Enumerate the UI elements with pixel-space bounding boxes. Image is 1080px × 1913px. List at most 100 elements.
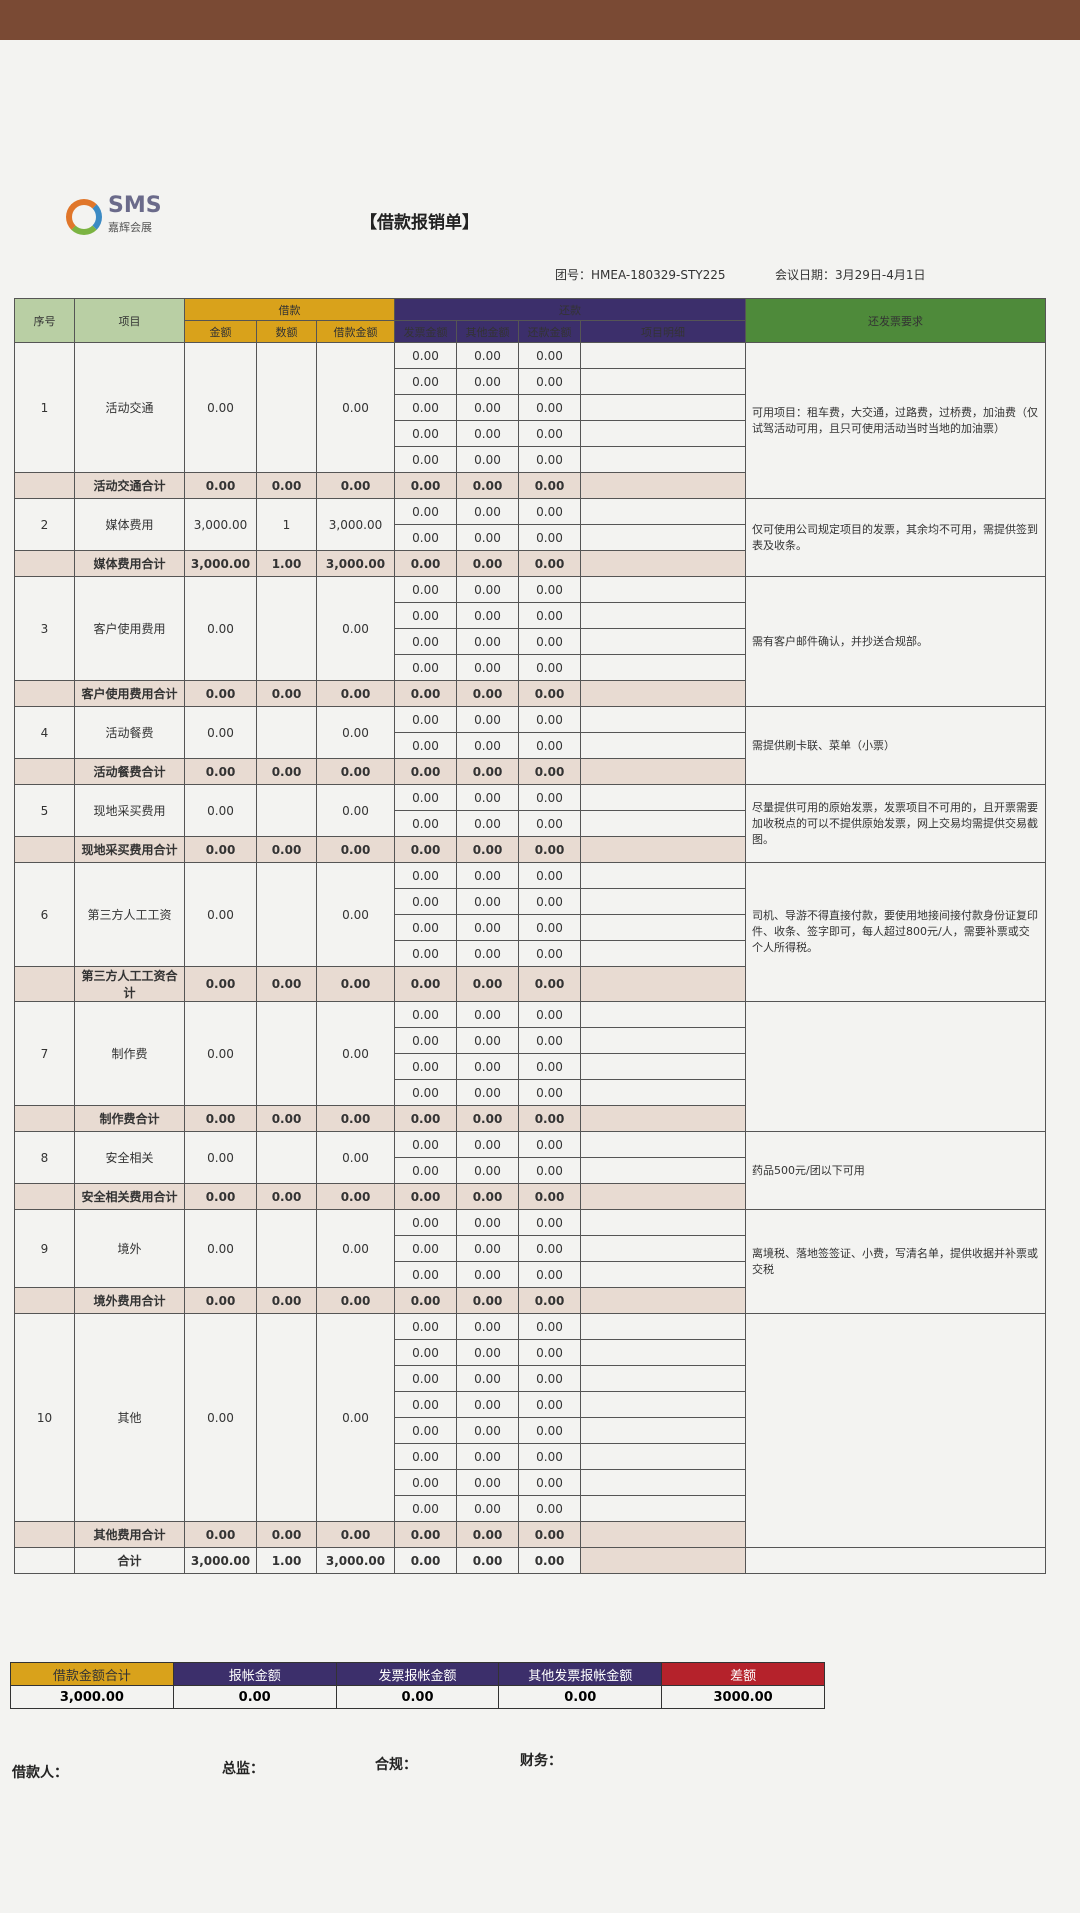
cell: 0.00 bbox=[518, 1365, 581, 1392]
cell: 0.00 bbox=[394, 1521, 457, 1548]
detail-cell bbox=[580, 1339, 746, 1366]
summary-value: 0.00 bbox=[498, 1685, 663, 1709]
data-row: 4 活动餐费 0.00 0.00 0.00 0.00 0.00 需提供刷卡联、菜单（小票） bbox=[14, 706, 1046, 785]
detail-cell bbox=[580, 576, 746, 603]
requirement bbox=[745, 1001, 1046, 1132]
cell: 0.00 bbox=[316, 1287, 395, 1314]
cell: 客户使用费用 bbox=[74, 576, 185, 681]
cell: 0.00 bbox=[456, 1313, 519, 1340]
cell: 0.00 bbox=[456, 602, 519, 629]
cell: 0.00 bbox=[518, 1287, 581, 1314]
summary-header-cell: 借款金额合计 bbox=[10, 1662, 174, 1686]
cell: 0.00 bbox=[456, 1105, 519, 1132]
cell: 0.00 bbox=[456, 1235, 519, 1262]
detail-cell bbox=[580, 836, 746, 863]
cell bbox=[14, 1287, 75, 1314]
cell: 0.00 bbox=[316, 836, 395, 863]
cell: 0.00 bbox=[518, 1547, 581, 1574]
cell: 0.00 bbox=[456, 576, 519, 603]
cell: 0.00 bbox=[456, 342, 519, 369]
logo-text: SMS 嘉辉会展 bbox=[108, 195, 162, 239]
cell: 7 bbox=[14, 1001, 75, 1106]
data-row: 0.00 0.00 0.00 bbox=[15, 732, 1046, 759]
cell: 0.00 bbox=[394, 1209, 457, 1236]
detail-cell bbox=[580, 1053, 746, 1080]
header-cell: 金额 bbox=[184, 320, 257, 343]
cell: 0.00 bbox=[518, 1339, 581, 1366]
cell: 0.00 bbox=[256, 966, 317, 1002]
cell bbox=[14, 836, 75, 863]
cell: 0.00 bbox=[394, 420, 457, 447]
detail-cell bbox=[580, 550, 746, 577]
cell: 0.00 bbox=[394, 706, 457, 733]
cell: 0.00 bbox=[456, 888, 519, 915]
detail-cell bbox=[580, 706, 746, 733]
detail-cell bbox=[580, 732, 746, 759]
cell: 0.00 bbox=[518, 1079, 581, 1106]
cell: 0.00 bbox=[316, 706, 395, 759]
cell: 0.00 bbox=[184, 342, 257, 473]
requirement: 需有客户邮件确认，并抄送合规部。 bbox=[745, 576, 1046, 707]
signature-label: 总监： bbox=[222, 1761, 264, 1777]
detail-cell bbox=[580, 1235, 746, 1262]
detail-cell bbox=[580, 1469, 746, 1496]
cell: 制作费 bbox=[74, 1001, 185, 1106]
header-cell: 发票金额 bbox=[394, 320, 457, 343]
cell: 0.00 bbox=[518, 1261, 581, 1288]
data-row: 0.00 0.00 0.00 bbox=[15, 1365, 1046, 1392]
subtotal-row: 安全相关费用合计 0.00 0.00 0.00 0.00 0.00 0.00 bbox=[14, 1183, 1046, 1210]
cell: 0.00 bbox=[394, 888, 457, 915]
cell bbox=[745, 1547, 1046, 1574]
cell: 0.00 bbox=[518, 498, 581, 525]
cell: 活动餐费 bbox=[74, 706, 185, 759]
cell: 0.00 bbox=[394, 602, 457, 629]
summary-header-cell: 差额 bbox=[661, 1662, 825, 1686]
cell: 3,000.00 bbox=[184, 498, 257, 551]
cell bbox=[256, 1001, 317, 1106]
cell: 4 bbox=[14, 706, 75, 759]
cell: 0.00 bbox=[394, 446, 457, 473]
cell: 0.00 bbox=[518, 888, 581, 915]
cell: 0.00 bbox=[456, 1391, 519, 1418]
cell: 0.00 bbox=[394, 966, 457, 1002]
subtotal-row: 客户使用费用合计 0.00 0.00 0.00 0.00 0.00 0.00 bbox=[14, 680, 1046, 707]
cell: 现地采买费用 bbox=[74, 784, 185, 837]
cell: 0.00 bbox=[394, 498, 457, 525]
cell: 媒体费用 bbox=[74, 498, 185, 551]
cell: 0.00 bbox=[316, 758, 395, 785]
detail-cell bbox=[580, 784, 746, 811]
detail-cell bbox=[580, 1313, 746, 1340]
cell: 0.00 bbox=[316, 342, 395, 473]
cell bbox=[256, 576, 317, 681]
detail-cell bbox=[580, 966, 746, 1002]
cell: 0.00 bbox=[518, 706, 581, 733]
cell: 0.00 bbox=[456, 472, 519, 499]
detail-cell bbox=[580, 654, 746, 681]
cell: 0.00 bbox=[518, 1443, 581, 1470]
cell: 0.00 bbox=[518, 602, 581, 629]
cell: 媒体费用合计 bbox=[74, 550, 185, 577]
cell: 0.00 bbox=[456, 1469, 519, 1496]
cell: 其他费用合计 bbox=[74, 1521, 185, 1548]
cell: 8 bbox=[14, 1131, 75, 1184]
detail-cell bbox=[580, 1183, 746, 1210]
data-row: 1 活动交通 0.00 0.00 0.00 0.00 0.00 可用项目：租车费，大交通，过路… bbox=[14, 342, 1046, 499]
group-no: 团号：HMEA-180329-STY225 bbox=[555, 268, 726, 282]
cell: 0.00 bbox=[394, 1235, 457, 1262]
cell: 0.00 bbox=[184, 862, 257, 967]
detail-cell bbox=[580, 680, 746, 707]
cell: 0.00 bbox=[184, 1209, 257, 1288]
data-row: 0.00 0.00 0.00 bbox=[15, 1495, 1046, 1522]
cell: 其他 bbox=[74, 1313, 185, 1522]
cell: 0.00 bbox=[316, 472, 395, 499]
cell: 0.00 bbox=[394, 1443, 457, 1470]
total-row: 合计 3,000.00 1.00 3,000.00 0.00 0.00 0.00 bbox=[14, 1547, 1046, 1574]
subtotal-row: 媒体费用合计 3,000.00 1.00 3,000.00 0.00 0.00 0.00 bbox=[14, 550, 1046, 577]
cell: 0.00 bbox=[394, 732, 457, 759]
cell: 0.00 bbox=[394, 1469, 457, 1496]
cell: 0.00 bbox=[456, 1209, 519, 1236]
cell: 0.00 bbox=[518, 1391, 581, 1418]
cell: 0.00 bbox=[184, 1131, 257, 1184]
cell: 0.00 bbox=[456, 1261, 519, 1288]
